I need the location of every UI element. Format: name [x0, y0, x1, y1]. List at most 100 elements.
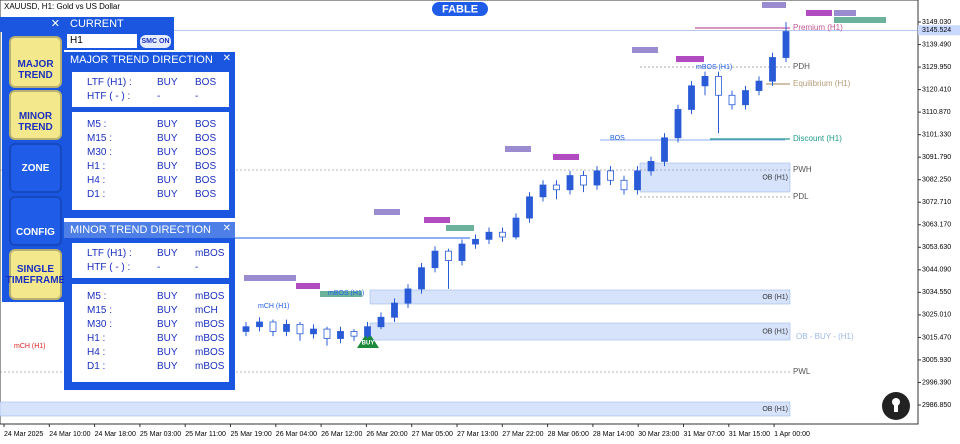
smc-toggle[interactable]: SMC ON: [140, 35, 171, 48]
candle-body: [593, 170, 601, 186]
panel-title: MAJOR TREND DIRECTION: [64, 52, 235, 68]
price-label: 3120.410: [922, 86, 951, 93]
tag: [834, 10, 856, 16]
trend-cell: H1 :: [87, 333, 106, 344]
trend-cell: M5 :: [87, 291, 107, 302]
sidebar: MAJOR TREND MINOR TREND ZONE CONFIG SING…: [2, 32, 65, 302]
candle-body: [674, 109, 682, 139]
trend-cell: LTF (H1) :: [87, 77, 132, 88]
candle-body: [310, 328, 317, 335]
time-label: 25 Mar 03:00: [140, 431, 181, 438]
level-label: PWL: [793, 367, 811, 376]
lock-icon: [894, 403, 898, 412]
buy-signal: [357, 331, 379, 348]
candle-body: [755, 80, 763, 91]
close-bar: ✕: [0, 17, 64, 32]
candle-body: [445, 250, 452, 261]
order-block: [0, 401, 791, 417]
trend-cell: BOS: [195, 133, 217, 144]
trend-row: H4 : BUY BOS: [72, 174, 229, 188]
candle-body: [728, 94, 736, 106]
trend-cell: H4 :: [87, 175, 106, 186]
time-label: 27 Mar 05:00: [412, 431, 453, 438]
current-price-label: 3145.524: [922, 27, 951, 34]
trend-cell: D1 :: [87, 361, 106, 372]
close-icon[interactable]: ✕: [222, 53, 231, 64]
candle-body: [256, 321, 263, 328]
candle-body: [539, 184, 547, 198]
time-label: 24 Mar 18:00: [95, 431, 136, 438]
trend-row: LTF (H1) : BUY BOS: [72, 76, 229, 90]
time-label: 25 Mar 19:00: [231, 431, 272, 438]
trend-row: M15 : BUY mCH: [72, 304, 229, 318]
time-label: 26 Mar 04:00: [276, 431, 317, 438]
trend-row: M15 : BUY BOS: [72, 132, 229, 146]
price-label: 3053.630: [922, 244, 951, 251]
trend-cell: BUY: [157, 291, 178, 302]
timeframe-select[interactable]: H1: [67, 34, 137, 48]
trend-row: H1 : BUY mBOS: [72, 332, 229, 346]
sidebar-button[interactable]: CONFIG: [9, 196, 62, 246]
trend-cell: BUY: [157, 77, 178, 88]
structure-tag: mBOS (H1): [696, 64, 732, 71]
trend-row: M30 : BUY BOS: [72, 146, 229, 160]
current-panel: CURRENT H1 SMC ON: [64, 17, 174, 50]
tag: [806, 10, 832, 16]
trend-cell: M30 :: [87, 319, 113, 330]
summary-box: LTF (H1) : BUY mBOS HTF ( - ) : - -: [72, 243, 229, 278]
trend-cell: mBOS: [195, 333, 225, 344]
candle-body: [566, 175, 574, 191]
tag: [762, 2, 786, 8]
level-label: PWH: [793, 165, 812, 174]
close-icon[interactable]: ✕: [50, 18, 60, 30]
trend-cell: M30 :: [87, 147, 113, 158]
structure-tag: mCH (H1): [14, 343, 46, 350]
tag: [834, 17, 886, 23]
structure-tag: mBOS (H1): [328, 290, 364, 297]
trend-cell: HTF ( - ) :: [87, 91, 131, 102]
candle-body: [323, 328, 331, 339]
trend-cell: BUY: [157, 175, 178, 186]
trend-cell: BUY: [157, 333, 178, 344]
trend-cell: BUY: [157, 189, 178, 200]
trend-row: M30 : BUY mBOS: [72, 318, 229, 332]
candle-body: [688, 85, 695, 110]
time-label: 28 Mar 06:00: [548, 431, 589, 438]
sidebar-button[interactable]: MAJOR TREND: [9, 36, 62, 88]
price-label: 2996.390: [922, 379, 951, 386]
trend-cell: M15 :: [87, 305, 113, 316]
candle-body: [283, 323, 290, 332]
sidebar-button[interactable]: ZONE: [9, 143, 62, 193]
candle-body: [580, 175, 587, 186]
trend-cell: M15 :: [87, 133, 113, 144]
trend-cell: BUY: [157, 347, 178, 358]
price-label: 3005.930: [922, 357, 951, 364]
tag: [424, 217, 450, 223]
zone-label: OB (H1): [762, 406, 788, 413]
trend-cell: -: [195, 262, 199, 273]
trend-cell: H4 :: [87, 347, 106, 358]
panel-title: MINOR TREND DIRECTION: [64, 222, 235, 238]
timeframe-box: M5 : BUY mBOS M15 : BUY mCH M30 : BUY mBOS H1 : BU…: [72, 284, 229, 382]
candle-body: [391, 302, 398, 318]
candle-body: [512, 217, 520, 238]
candle-body: [458, 243, 466, 261]
candle-body: [553, 184, 560, 191]
price-label: 3082.250: [922, 177, 951, 184]
time-label: 28 Mar 14:00: [593, 431, 634, 438]
price-label: 3110.870: [922, 109, 951, 116]
price-label: 3063.170: [922, 222, 951, 229]
tag: [446, 225, 474, 231]
structure-tag: BOS: [610, 135, 625, 142]
sidebar-button[interactable]: SINGLE TIMEFRAME: [6, 249, 65, 300]
sidebar-button[interactable]: MINOR TREND: [9, 90, 62, 140]
tag: [553, 154, 579, 160]
close-icon[interactable]: ✕: [222, 223, 231, 234]
trend-cell: -: [157, 262, 161, 273]
current-price-box: [918, 25, 960, 36]
trend-cell: BUY: [157, 319, 178, 330]
trend-cell: BUY: [157, 147, 178, 158]
level-label: Equilibrium (H1): [793, 79, 851, 88]
